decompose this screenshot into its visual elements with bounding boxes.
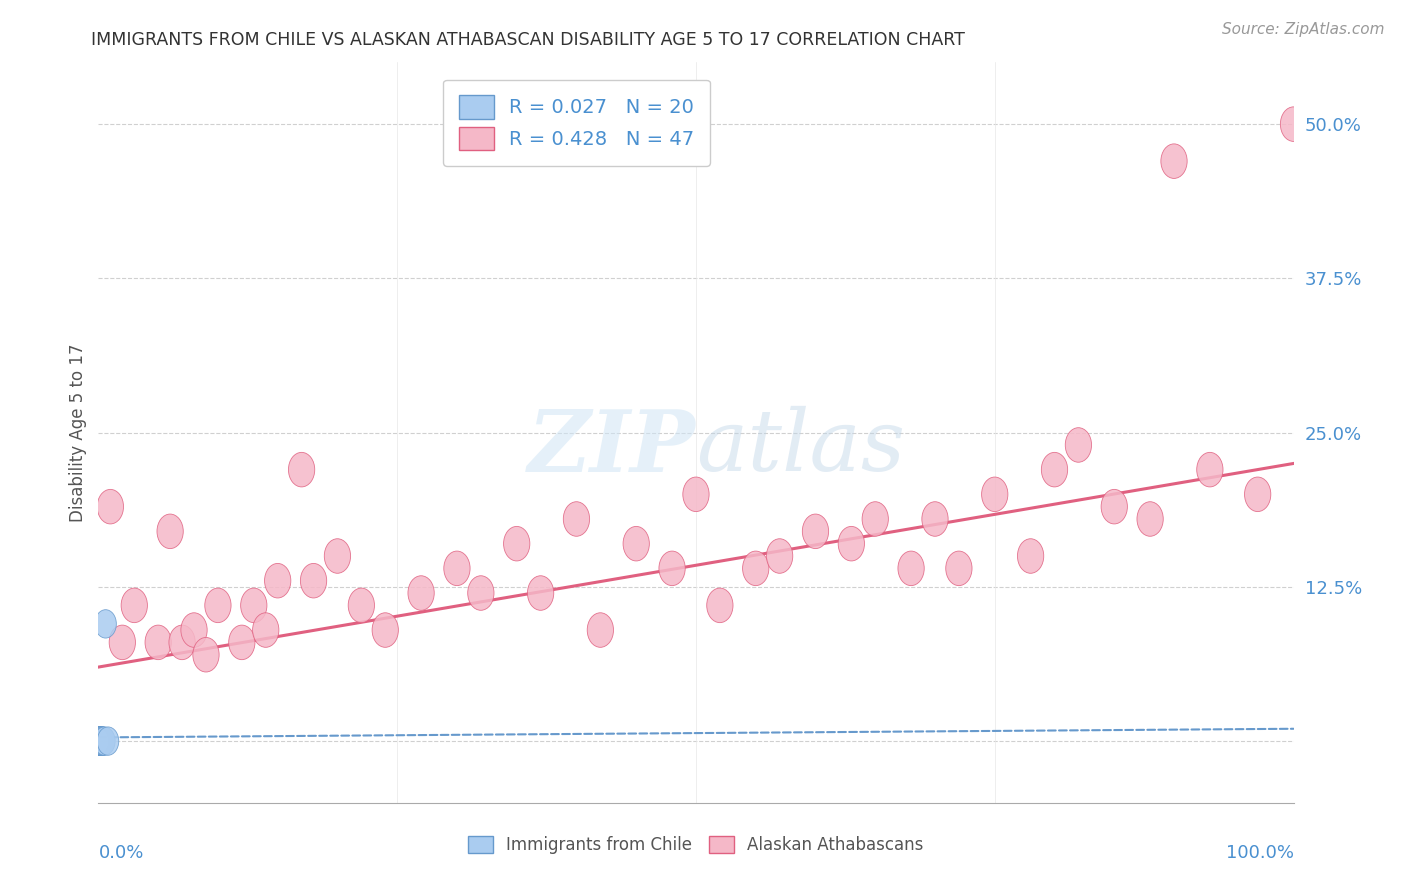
Ellipse shape	[97, 490, 124, 524]
Ellipse shape	[87, 727, 110, 756]
Ellipse shape	[253, 613, 278, 648]
Ellipse shape	[742, 551, 769, 586]
Y-axis label: Disability Age 5 to 17: Disability Age 5 to 17	[69, 343, 87, 522]
Ellipse shape	[659, 551, 685, 586]
Ellipse shape	[301, 564, 326, 598]
Ellipse shape	[89, 727, 111, 756]
Ellipse shape	[94, 727, 115, 756]
Ellipse shape	[91, 727, 112, 756]
Text: ZIP: ZIP	[529, 406, 696, 489]
Ellipse shape	[408, 575, 434, 610]
Ellipse shape	[766, 539, 793, 574]
Ellipse shape	[87, 727, 110, 756]
Ellipse shape	[193, 638, 219, 672]
Text: IMMIGRANTS FROM CHILE VS ALASKAN ATHABASCAN DISABILITY AGE 5 TO 17 CORRELATION C: IMMIGRANTS FROM CHILE VS ALASKAN ATHABAS…	[91, 31, 966, 49]
Ellipse shape	[527, 575, 554, 610]
Ellipse shape	[157, 514, 183, 549]
Ellipse shape	[803, 514, 828, 549]
Ellipse shape	[229, 625, 254, 660]
Ellipse shape	[240, 588, 267, 623]
Ellipse shape	[503, 526, 530, 561]
Ellipse shape	[264, 564, 291, 598]
Ellipse shape	[1101, 490, 1128, 524]
Ellipse shape	[87, 727, 110, 756]
Ellipse shape	[89, 727, 111, 756]
Ellipse shape	[862, 501, 889, 536]
Legend: Immigrants from Chile, Alaskan Athabascans: Immigrants from Chile, Alaskan Athabasca…	[461, 830, 931, 861]
Ellipse shape	[91, 727, 112, 756]
Ellipse shape	[90, 727, 111, 756]
Ellipse shape	[898, 551, 924, 586]
Ellipse shape	[169, 625, 195, 660]
Ellipse shape	[922, 501, 948, 536]
Ellipse shape	[89, 727, 111, 756]
Ellipse shape	[1281, 107, 1306, 142]
Ellipse shape	[1066, 427, 1091, 462]
Text: 0.0%: 0.0%	[98, 844, 143, 862]
Ellipse shape	[181, 613, 207, 648]
Ellipse shape	[87, 727, 110, 756]
Ellipse shape	[1042, 452, 1067, 487]
Ellipse shape	[288, 452, 315, 487]
Ellipse shape	[707, 588, 733, 623]
Ellipse shape	[564, 501, 589, 536]
Ellipse shape	[1018, 539, 1043, 574]
Ellipse shape	[1137, 501, 1163, 536]
Ellipse shape	[93, 727, 114, 756]
Ellipse shape	[683, 477, 709, 512]
Ellipse shape	[97, 727, 118, 756]
Ellipse shape	[1244, 477, 1271, 512]
Ellipse shape	[373, 613, 398, 648]
Ellipse shape	[838, 526, 865, 561]
Ellipse shape	[145, 625, 172, 660]
Text: Source: ZipAtlas.com: Source: ZipAtlas.com	[1222, 22, 1385, 37]
Ellipse shape	[87, 727, 110, 756]
Ellipse shape	[349, 588, 374, 623]
Ellipse shape	[468, 575, 494, 610]
Ellipse shape	[87, 727, 110, 756]
Ellipse shape	[91, 727, 112, 756]
Ellipse shape	[1161, 144, 1187, 178]
Ellipse shape	[325, 539, 350, 574]
Ellipse shape	[90, 727, 111, 756]
Ellipse shape	[94, 610, 117, 638]
Ellipse shape	[946, 551, 972, 586]
Ellipse shape	[588, 613, 613, 648]
Text: 100.0%: 100.0%	[1226, 844, 1294, 862]
Ellipse shape	[981, 477, 1008, 512]
Ellipse shape	[205, 588, 231, 623]
Ellipse shape	[444, 551, 470, 586]
Ellipse shape	[89, 727, 111, 756]
Ellipse shape	[90, 727, 111, 756]
Ellipse shape	[110, 625, 135, 660]
Ellipse shape	[121, 588, 148, 623]
Ellipse shape	[623, 526, 650, 561]
Text: atlas: atlas	[696, 406, 905, 489]
Ellipse shape	[1197, 452, 1223, 487]
